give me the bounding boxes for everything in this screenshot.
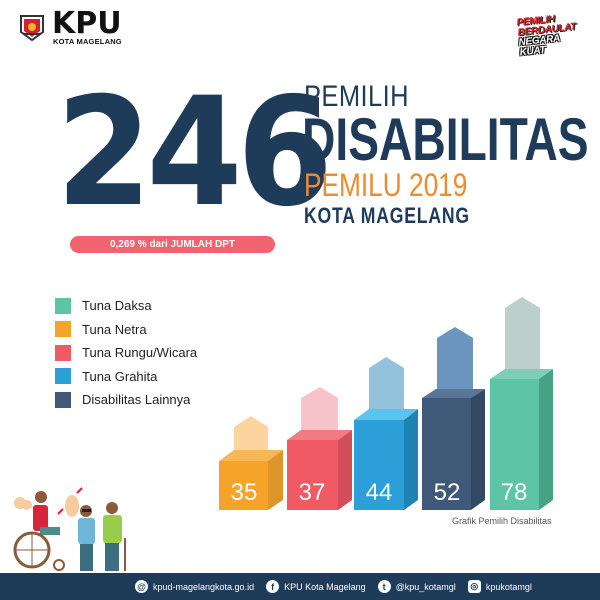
disability-illustration-icon <box>13 487 126 571</box>
kpu-emblem-icon <box>19 14 45 42</box>
percentage-badge: 0,269 % dari JUMLAH DPT <box>70 236 275 253</box>
legend-swatch <box>55 391 71 408</box>
chart-legend: Tuna Daksa Tuna Netra Tuna Rungu/Wicara … <box>55 294 197 412</box>
bar-tuna-daksa: 78 <box>490 369 553 510</box>
legend-item: Tuna Netra <box>55 318 197 342</box>
legend-swatch <box>55 321 71 338</box>
legend-label: Disabilitas Lainnya <box>82 392 191 408</box>
ghost-arrow <box>437 327 473 398</box>
legend-label: Tuna Daksa <box>82 298 152 314</box>
legend-swatch <box>55 297 71 314</box>
legend-label: Tuna Netra <box>82 321 147 337</box>
bar-tuna-grahita: 44 <box>354 409 418 510</box>
footer-text: kpukotamgl <box>485 581 532 592</box>
total-count: 246 <box>56 66 333 240</box>
chart-caption: Grafik Pemilih Disabilitas <box>452 516 552 526</box>
ghost-arrow <box>369 357 404 420</box>
legend-label: Tuna Grahita <box>82 368 158 384</box>
footer-text: @kpu_kotamgl <box>395 581 456 592</box>
headline-line-4: KOTA MAGELANG <box>304 203 470 228</box>
legend-swatch <box>55 368 71 385</box>
footer-text: KPU Kota Magelang <box>284 581 366 592</box>
instagram-icon: ◎ <box>467 580 481 593</box>
bar-value: 78 <box>501 479 528 506</box>
footer-facebook-link[interactable]: f KPU Kota Magelang <box>266 580 366 593</box>
legend-item: Tuna Grahita <box>55 365 197 389</box>
bar-value: 37 <box>299 479 326 506</box>
logo-subtitle: KOTA MAGELANG <box>53 37 122 46</box>
footer-text: kpud-magelangkota.go.id <box>153 581 255 592</box>
twitter-icon: t <box>377 580 391 593</box>
website-icon: @ <box>135 580 148 593</box>
footer-twitter-link[interactable]: t @kpu_kotamgl <box>377 580 456 593</box>
legend-item: Tuna Daksa <box>55 294 197 318</box>
headline-line-1: PEMILIH <box>304 80 410 113</box>
facebook-icon: f <box>266 580 280 593</box>
ghost-arrow <box>301 387 338 440</box>
bar-tuna-netra: 35 <box>219 450 283 510</box>
ghost-arrow <box>234 416 268 455</box>
footer-instagram-link[interactable]: ◎ kpukotamgl <box>467 580 532 593</box>
bar-value: 35 <box>231 479 258 506</box>
bar-value: 44 <box>366 479 393 506</box>
headline-line-3: PEMILU 2019 <box>304 167 468 203</box>
headline-line-2: DISABILITAS <box>302 106 589 173</box>
bar-disabilitas-lainnya: 52 <box>422 389 485 510</box>
footer-website-link[interactable]: @ kpud-magelangkota.go.id <box>135 580 254 593</box>
ghost-arrow <box>505 297 540 379</box>
legend-swatch <box>55 344 71 361</box>
logo-title: KPU <box>52 6 122 41</box>
bar-value: 52 <box>434 479 461 506</box>
legend-item: Tuna Rungu/Wicara <box>55 341 197 365</box>
legend-label: Tuna Rungu/Wicara <box>82 345 198 361</box>
legend-item: Disabilitas Lainnya <box>55 388 197 412</box>
bar-tuna-rungu-wicara: 37 <box>287 430 352 510</box>
footer-bar: @ kpud-magelangkota.go.id f KPU Kota Mag… <box>0 573 600 600</box>
